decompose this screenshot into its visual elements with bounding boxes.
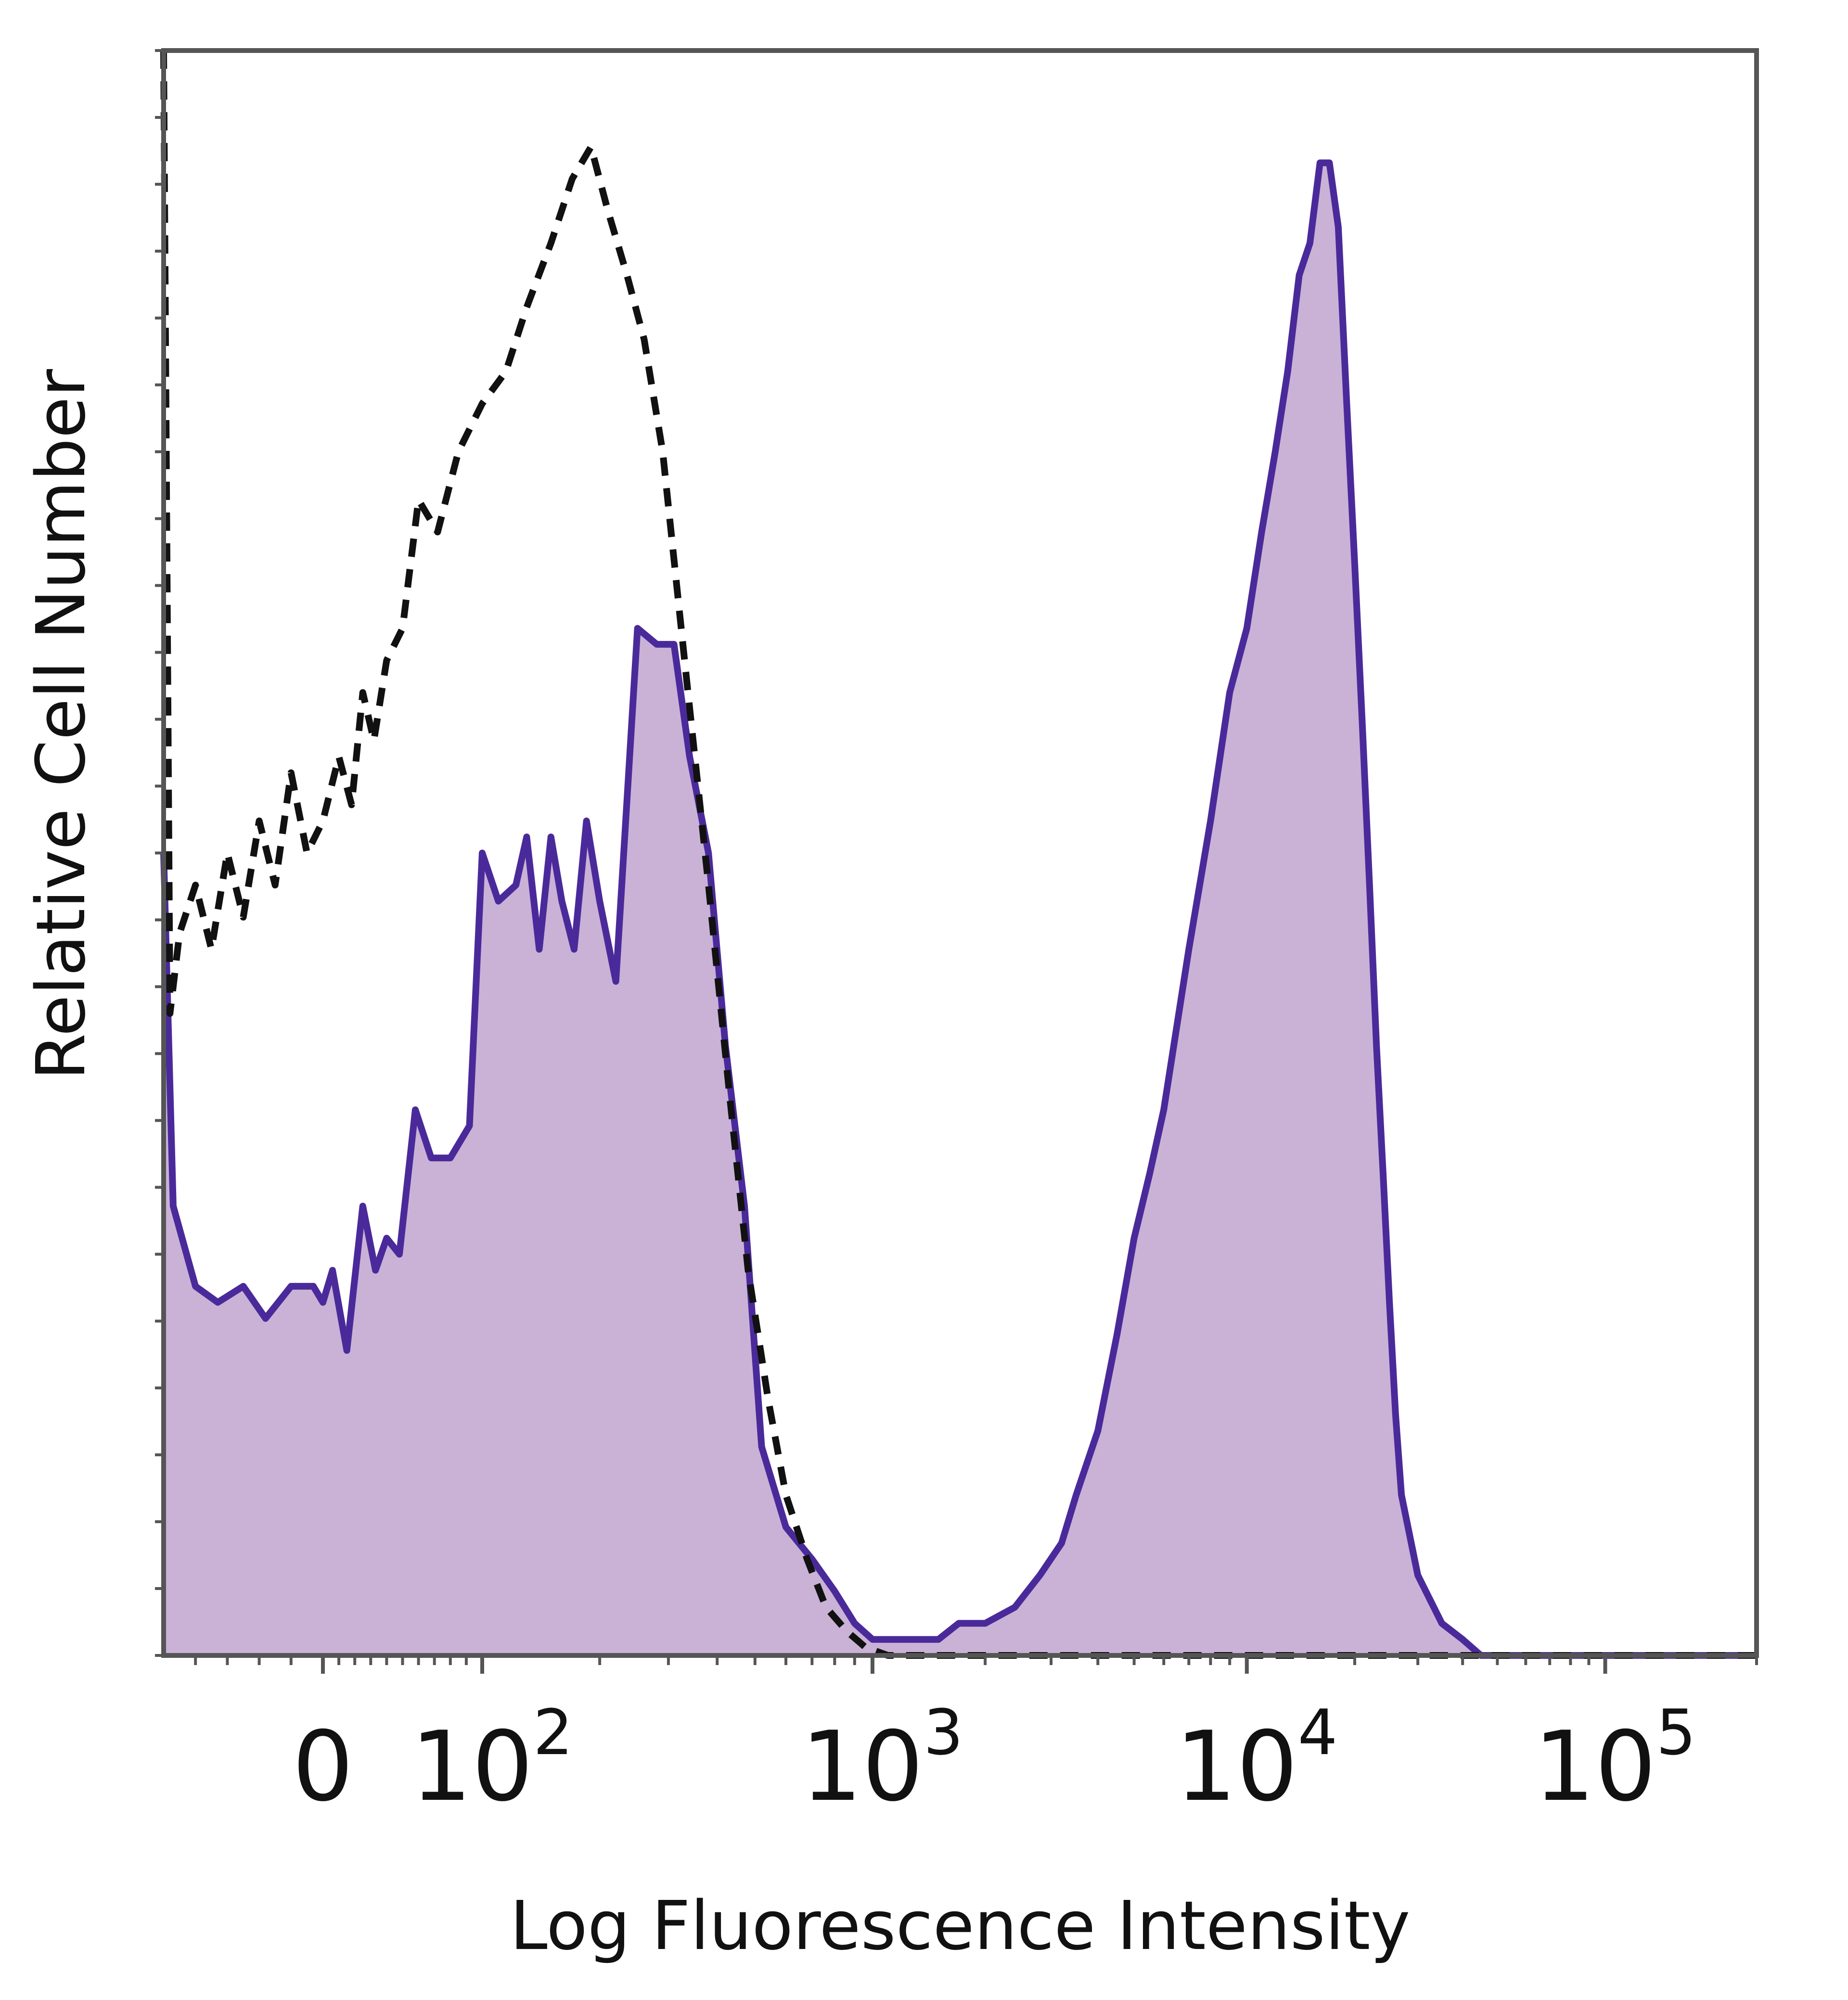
x-tick-label-exponent: 4 <box>1298 1696 1338 1769</box>
y-axis-title: Relative Cell Number <box>22 369 101 1080</box>
x-tick-label-base: 10 <box>411 1711 533 1823</box>
x-tick-label-exponent: 3 <box>924 1696 963 1769</box>
x-axis-tick-labels: 0 102 103 104 105 <box>292 1696 1696 1823</box>
x-tick-label: 0 <box>292 1711 353 1823</box>
plot-area <box>160 50 1757 1659</box>
x-axis-title: Log Fluorescence Intensity <box>510 1887 1411 1965</box>
x-tick-label-base: 10 <box>801 1711 924 1823</box>
sample-histogram-fill <box>164 163 1757 1656</box>
x-tick-label-base: 10 <box>1175 1711 1298 1823</box>
x-tick-label: 104 <box>1175 1696 1337 1823</box>
x-axis-ticks <box>194 1655 1758 1674</box>
sample-histogram-line <box>160 159 1757 1659</box>
x-tick-label: 102 <box>411 1696 573 1823</box>
x-tick-label-exponent: 2 <box>533 1696 573 1769</box>
x-tick-label-base: 10 <box>1534 1711 1656 1823</box>
x-tick-label-exponent: 5 <box>1656 1696 1696 1769</box>
x-tick-label: 105 <box>1534 1696 1696 1823</box>
x-tick-label-base: 0 <box>292 1711 353 1823</box>
y-axis-ticks <box>155 49 164 1657</box>
control-histogram-dashed-line <box>160 50 1757 1659</box>
x-tick-label: 103 <box>801 1696 963 1823</box>
